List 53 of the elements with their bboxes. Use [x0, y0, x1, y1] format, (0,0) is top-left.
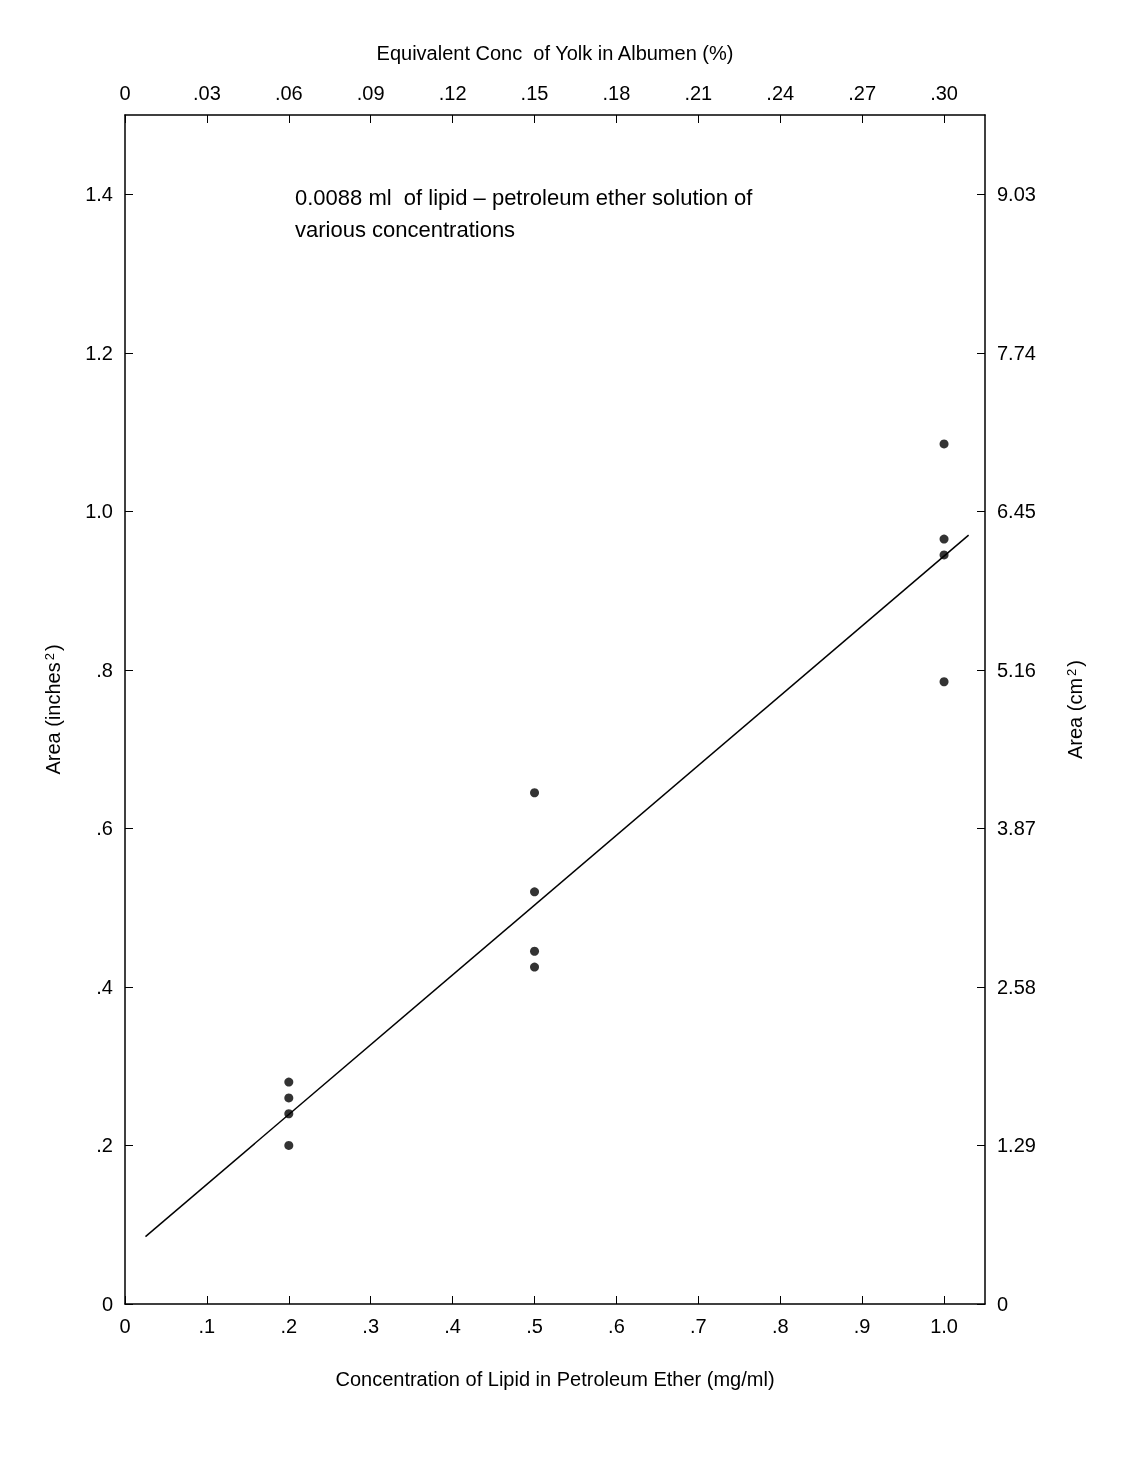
y-axis-title: Area (inches2): [42, 644, 64, 775]
y2-axis-title: Area (cm2): [1064, 659, 1086, 760]
point: [530, 946, 540, 956]
annotation: 0.0088 ml of lipid – petroleum ether solution of various concentrations: [295, 184, 759, 242]
x2-tick-label: .15: [520, 82, 549, 104]
y-tick-label: .6: [96, 817, 113, 840]
point: [530, 887, 540, 897]
y2-tick-label: 5.16: [997, 658, 1036, 681]
x-tick-label: .5: [526, 1315, 543, 1337]
x2-axis-title: Equivalent Conc of Yolk in Albumen (%): [376, 42, 734, 64]
y2-tick-label: 3.87: [997, 817, 1036, 840]
point: [939, 439, 949, 449]
x2-tick-label: 0: [119, 82, 131, 104]
x-tick-label: .9: [853, 1315, 871, 1337]
x2-tick-label: .30: [930, 82, 958, 104]
x-axis-title: Concentration of Lipid in Petroleum Ether (mg/ml): [335, 1368, 775, 1390]
x-tick-label: .7: [689, 1315, 707, 1337]
x2-tick-label: .21: [684, 82, 713, 104]
x-tick-label: .3: [362, 1315, 380, 1337]
point: [939, 534, 949, 544]
x2-tick-label: .24: [766, 82, 795, 104]
point: [939, 677, 949, 687]
point: [284, 1077, 294, 1087]
x-tick-label: .6: [608, 1315, 625, 1337]
x-tick-label: 0: [119, 1315, 131, 1337]
y-tick-label: 1.2: [85, 341, 113, 364]
y-tick-label: 1.4: [85, 183, 113, 206]
y-tick-label: 1.0: [85, 500, 113, 523]
x-tick-label: 1.0: [930, 1315, 958, 1337]
y2-tick-label: 2.58: [997, 975, 1036, 998]
y-tick-label: .8: [96, 658, 113, 681]
y2-tick-label: 7.74: [997, 341, 1036, 364]
y2-tick-label: 0: [997, 1293, 1009, 1315]
x2-tick-label: .03: [193, 82, 221, 104]
y2-tick-label: 6.45: [997, 500, 1036, 523]
point: [284, 1093, 294, 1103]
x-tick-label: .8: [771, 1315, 789, 1337]
x2-tick-label: .06: [274, 82, 303, 104]
y2-tick-label: 9.03: [997, 183, 1036, 206]
y-tick-label: .4: [96, 975, 113, 998]
y-tick-label: .2: [96, 1134, 113, 1157]
x-tick-label: .1: [198, 1315, 216, 1337]
y-tick-label: 0: [101, 1293, 113, 1315]
point: [284, 1140, 294, 1150]
x2-tick-label: .18: [602, 82, 631, 104]
x-tick-label: .2: [280, 1315, 298, 1337]
point: [530, 962, 540, 972]
y2-tick-label: 1.29: [997, 1134, 1036, 1157]
x-tick-label: .4: [444, 1315, 461, 1337]
x2-tick-label: .09: [356, 82, 385, 104]
point: [530, 788, 540, 798]
x2-tick-label: .12: [438, 82, 467, 104]
x2-tick-label: .27: [848, 82, 877, 104]
